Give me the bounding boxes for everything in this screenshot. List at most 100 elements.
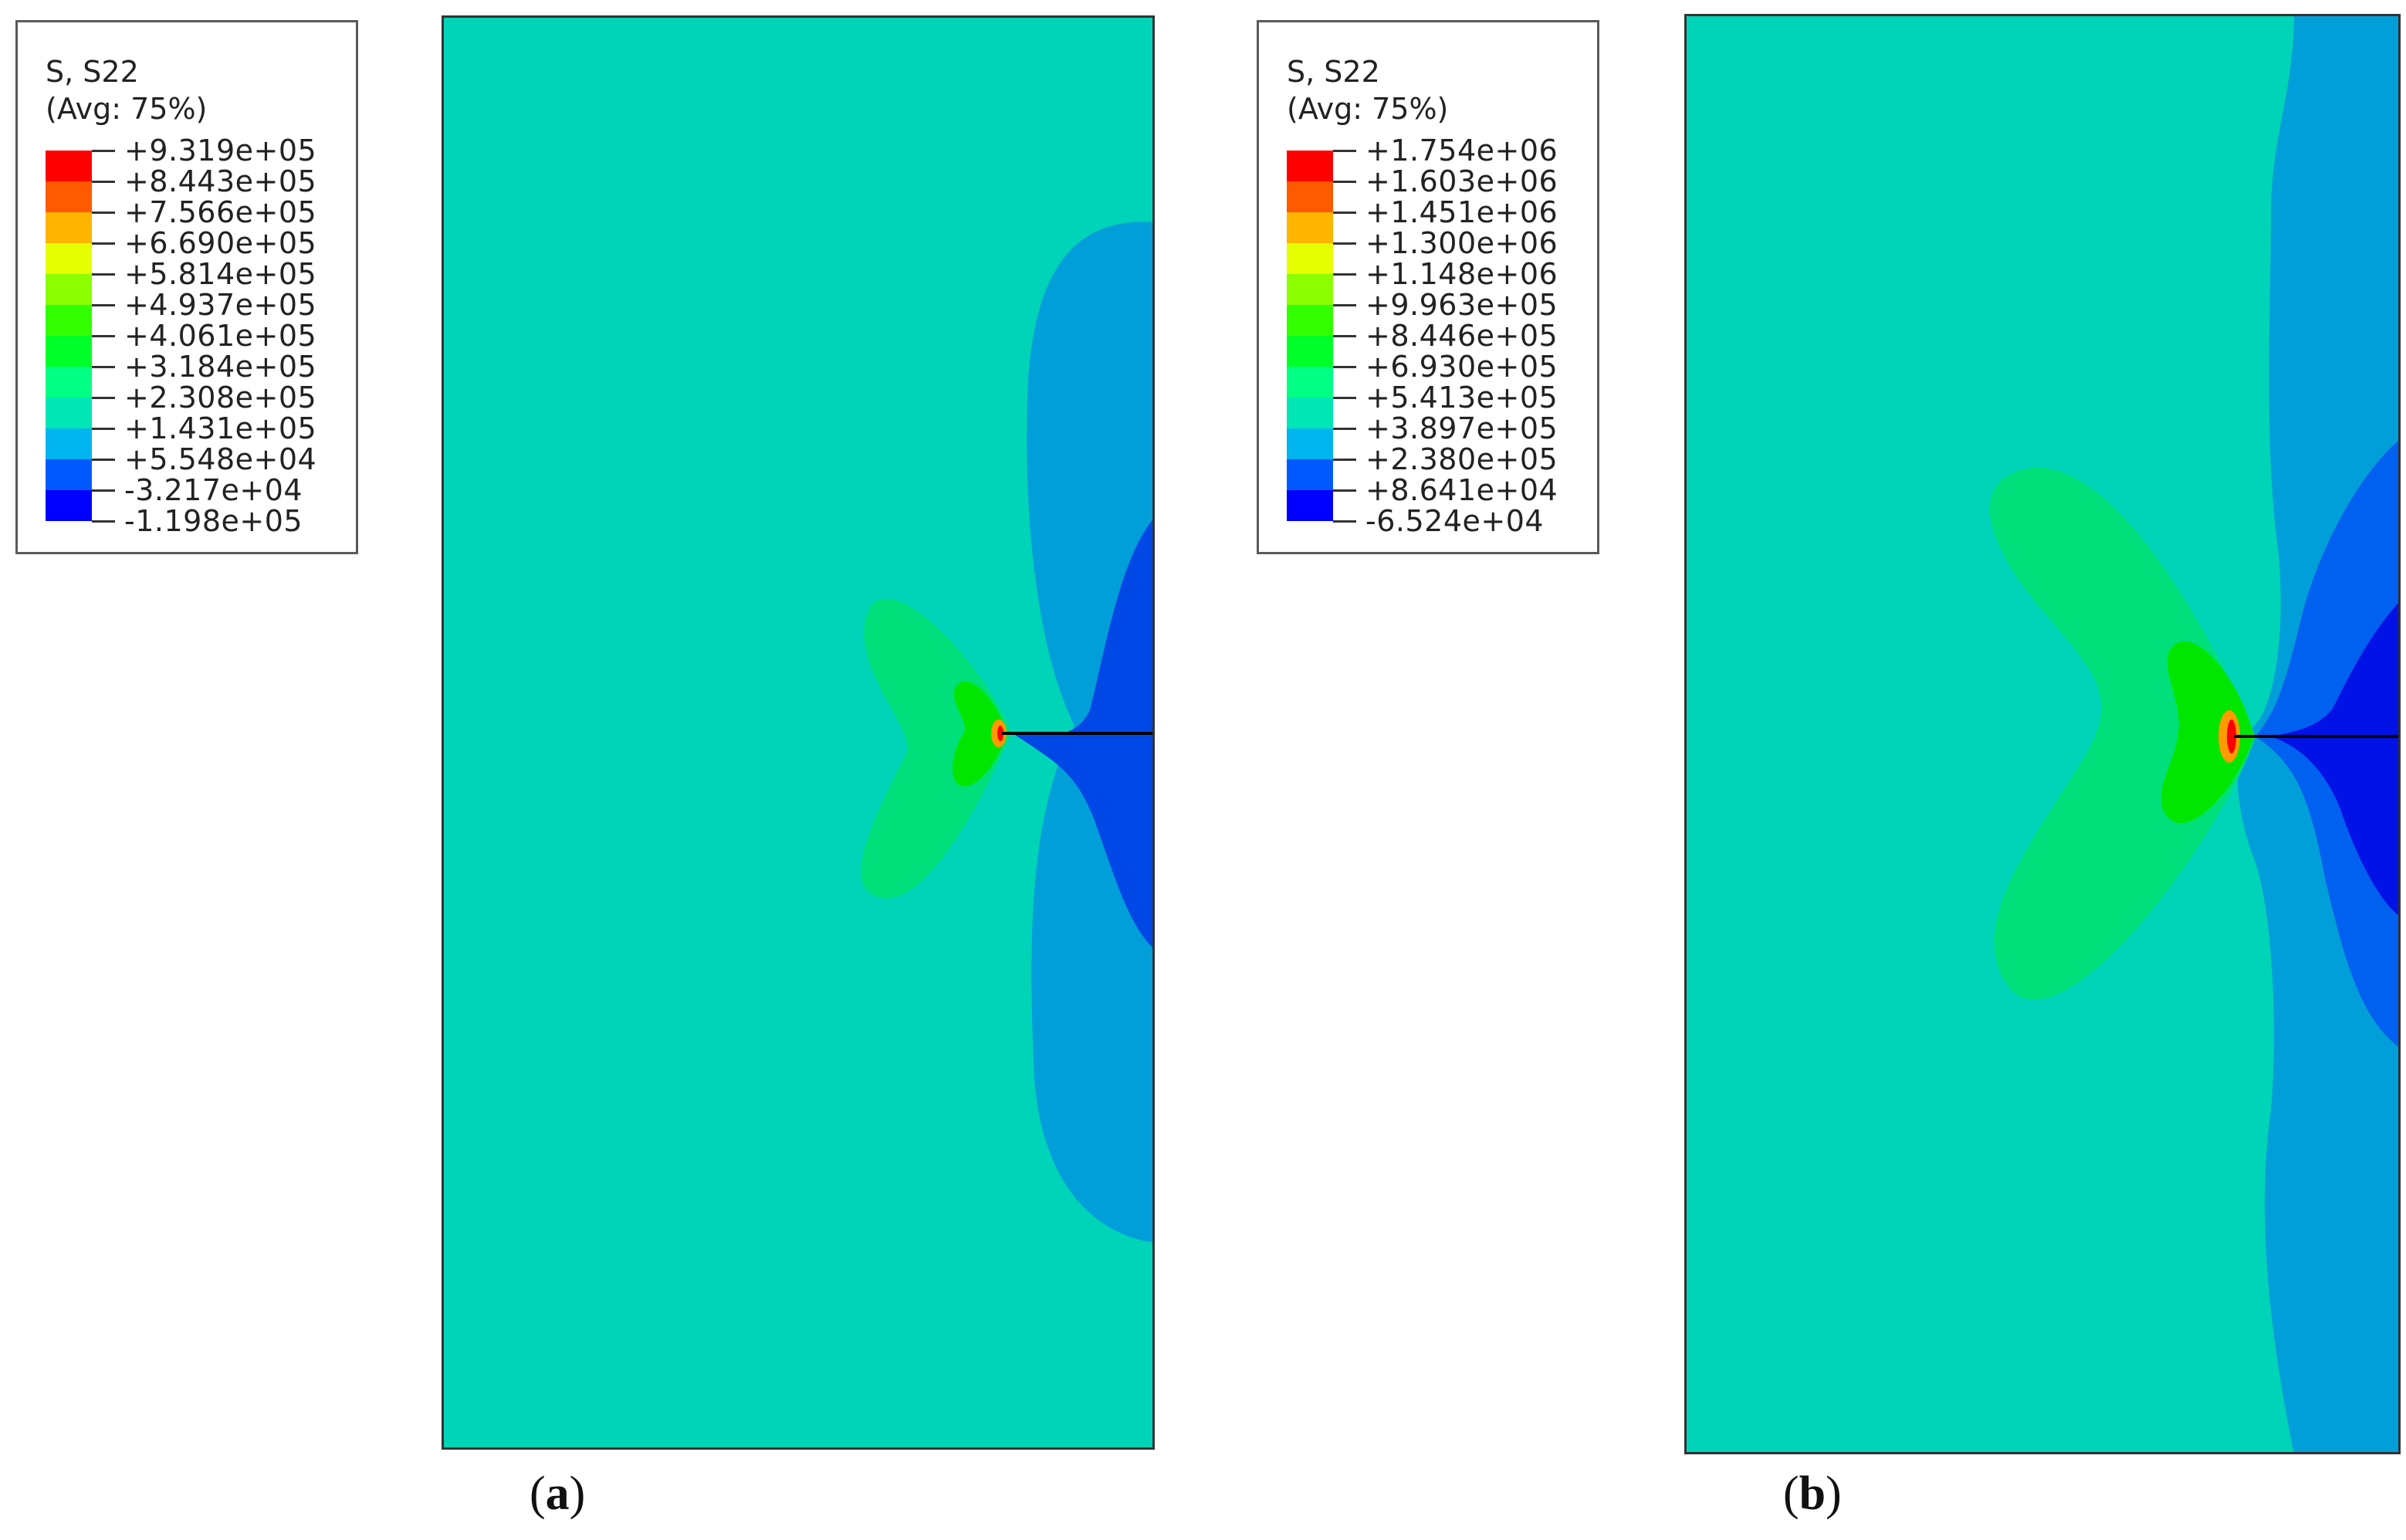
color-swatch: [46, 459, 92, 490]
legend-tick: [1333, 242, 1356, 245]
legend-title: S, S22: [46, 55, 139, 89]
color-swatch: [46, 305, 92, 336]
color-swatch: [46, 367, 92, 398]
legend-value-label: +4.937e+05: [124, 288, 317, 322]
legend-value-label: +1.603e+06: [1365, 164, 1558, 198]
legend-value-label: +9.319e+05: [124, 134, 317, 168]
color-swatch: [46, 212, 92, 243]
legend-subtitle: (Avg: 75%): [1287, 92, 1449, 126]
legend-tick: [92, 273, 115, 276]
panel-label-b: (b): [1783, 1467, 1842, 1521]
color-swatch: [1287, 367, 1333, 398]
contour-bright-green: [2161, 641, 2254, 824]
color-scale: [1287, 151, 1333, 521]
legend-tick: [1333, 335, 1356, 337]
legend-value-label: +2.308e+05: [124, 381, 317, 415]
contour-plot-b: [1684, 14, 2401, 1454]
label-letter: a: [545, 1467, 570, 1520]
plot-border: [442, 15, 1155, 1450]
legend-tick: [1333, 150, 1356, 152]
legend-value-label: +1.754e+06: [1365, 134, 1558, 168]
legend-value-label: +8.641e+04: [1365, 473, 1558, 507]
legend-value-label: +3.897e+05: [1365, 411, 1558, 445]
legend-value-label: +1.300e+06: [1365, 226, 1558, 260]
color-swatch: [1287, 336, 1333, 367]
legend-value-label: +2.380e+05: [1365, 442, 1558, 476]
contour-plot-a: [442, 15, 1155, 1450]
legend-value-label: +1.148e+06: [1365, 257, 1558, 291]
legend-tick: [92, 489, 115, 492]
legend-tick: [1333, 304, 1356, 306]
contour-inner-blue: [2271, 601, 2401, 917]
color-swatch: [46, 490, 92, 521]
legend-value-label: +5.413e+05: [1365, 381, 1558, 415]
legend-tick: [92, 242, 115, 245]
legend-tick: [1333, 397, 1356, 399]
color-swatch: [1287, 490, 1333, 521]
color-swatch: [1287, 181, 1333, 212]
legend-value-label: +1.451e+06: [1365, 195, 1558, 229]
label-paren-open: (: [530, 1467, 546, 1520]
legend-value-label: +6.930e+05: [1365, 350, 1558, 384]
legend-tick: [92, 459, 115, 461]
legend-tick: [92, 212, 115, 214]
legend-tick: [92, 304, 115, 306]
legend-value-label: +6.690e+05: [124, 226, 317, 260]
legend-value-label: +9.963e+05: [1365, 288, 1558, 322]
color-swatch: [46, 151, 92, 181]
contour-bright-green: [953, 681, 1007, 787]
legend-value-label: -3.217e+04: [124, 473, 303, 507]
contour-green-lobe: [861, 598, 1011, 899]
legend-value-label: +3.184e+05: [124, 350, 317, 384]
legend-tick: [92, 428, 115, 430]
legend-tick: [92, 366, 115, 368]
color-swatch: [1287, 398, 1333, 428]
contour-green-lobe: [1989, 467, 2255, 1000]
color-swatch: [1287, 212, 1333, 243]
legend-tick: [1333, 428, 1356, 430]
legend-value-label: +4.061e+05: [124, 319, 317, 353]
panel-label-a: (a): [530, 1467, 585, 1521]
color-swatch: [46, 243, 92, 274]
legend-subtitle: (Avg: 75%): [46, 92, 208, 126]
color-swatch: [1287, 305, 1333, 336]
legend-tick: [1333, 489, 1356, 492]
legend-tick: [92, 150, 115, 152]
stress-peak-red: [2227, 719, 2236, 753]
legend-value-label: +8.443e+05: [124, 164, 317, 198]
legend-value-label: -6.524e+04: [1365, 504, 1545, 538]
legend-a: S, S22 (Avg: 75%) +9.319e+05 +8.443e+05 +7…: [15, 20, 358, 554]
color-swatch: [1287, 243, 1333, 274]
legend-value-label: +1.431e+05: [124, 411, 317, 445]
color-swatch: [1287, 151, 1333, 181]
legend-tick: [92, 397, 115, 399]
stress-peak-red: [997, 726, 1003, 741]
legend-tick: [92, 335, 115, 337]
legend-tick: [1333, 459, 1356, 461]
label-paren-close: ): [569, 1467, 586, 1520]
legend-value-label: +7.566e+05: [124, 195, 317, 229]
color-scale: [46, 151, 92, 521]
plot-border: [1684, 14, 2401, 1454]
legend-tick: [1333, 212, 1356, 214]
legend-tick: [1333, 366, 1356, 368]
color-swatch: [1287, 459, 1333, 490]
label-letter: b: [1799, 1467, 1826, 1520]
legend-tick: [1333, 181, 1356, 183]
color-swatch: [46, 274, 92, 305]
legend-tick: [92, 520, 115, 523]
color-swatch: [46, 428, 92, 459]
legend-tick: [1333, 520, 1356, 523]
label-paren-close: ): [1826, 1467, 1842, 1520]
legend-tick: [1333, 273, 1356, 276]
label-paren-open: (: [1783, 1467, 1799, 1520]
legend-value-label: +5.814e+05: [124, 257, 317, 291]
legend-value-label: -1.198e+05: [124, 504, 303, 538]
color-swatch: [46, 181, 92, 212]
legend-value-label: +5.548e+04: [124, 442, 317, 476]
legend-value-label: +8.446e+05: [1365, 319, 1558, 353]
color-swatch: [46, 336, 92, 367]
color-swatch: [1287, 428, 1333, 459]
legend-tick: [92, 181, 115, 183]
legend-title: S, S22: [1287, 55, 1380, 89]
